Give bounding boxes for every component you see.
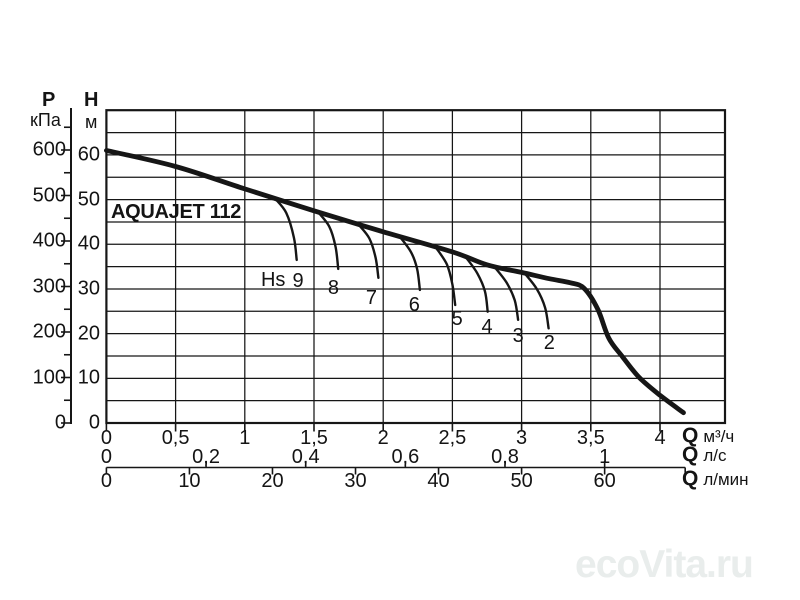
hs-curve-2 (523, 271, 550, 330)
hs-curve-3 (492, 265, 520, 321)
hs-curve-7 (357, 223, 380, 279)
hs-curve-8 (317, 210, 340, 271)
hs-curve-5 (434, 246, 457, 307)
hs-curve-6 (398, 235, 422, 292)
plot-border (105, 109, 727, 425)
pump-curve (104, 148, 686, 416)
hs-curve-9 (274, 197, 298, 262)
hs-curve-4 (465, 256, 489, 313)
